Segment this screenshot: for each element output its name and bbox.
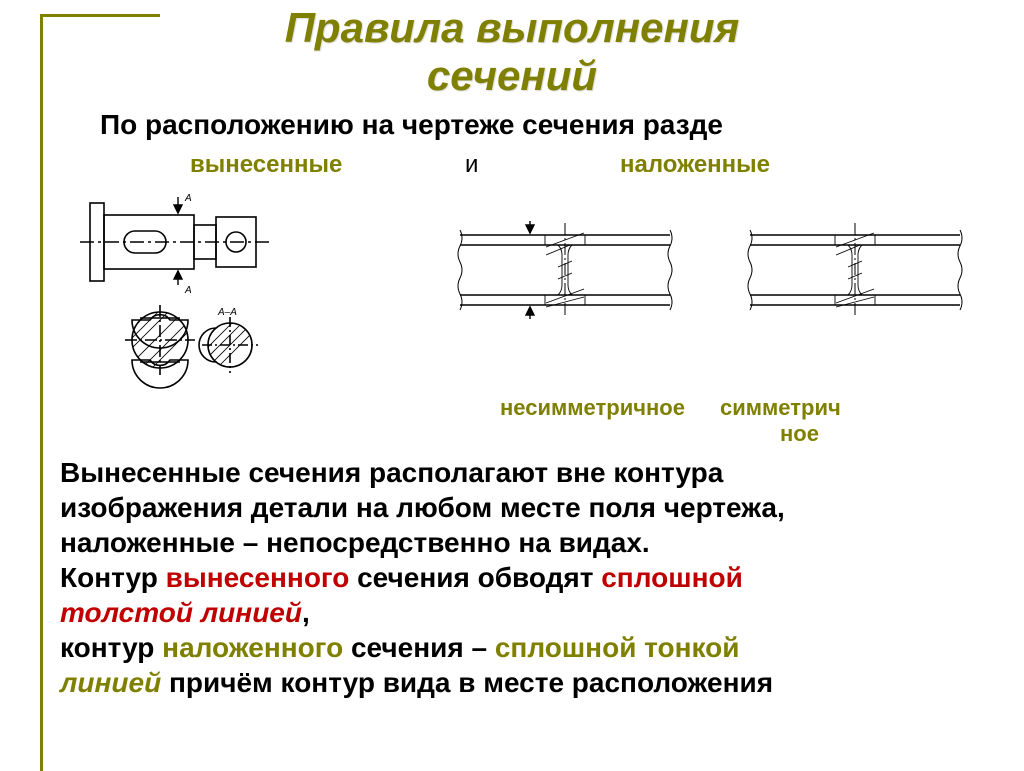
p2e: толстой линией — [60, 597, 302, 628]
p2b: вынесенного — [166, 562, 350, 593]
title-line1: Правила выполнения — [285, 4, 740, 51]
p3e: линией — [60, 667, 161, 698]
svg-text:А–А: А–А — [217, 307, 237, 318]
label-asym: несимметричное — [500, 395, 685, 421]
p1b: изображения детали на любом месте поля ч… — [60, 492, 785, 523]
figures-row: А А — [0, 185, 1024, 395]
figure-sym-section — [740, 215, 970, 325]
p3d: сплошной тонкой — [495, 632, 740, 663]
p2c: сечения обводят — [349, 562, 601, 593]
label-vynesennye: вынесенные — [190, 151, 342, 179]
p2f: , — [302, 597, 310, 628]
frame-top — [40, 14, 160, 17]
p1c: наложенные – непосредственно на видах. — [60, 527, 650, 558]
p2a: Контур — [60, 562, 166, 593]
svg-text:А: А — [184, 285, 192, 296]
sub-labels: несимметричное симметрич ное — [0, 395, 1024, 455]
label-nalozhennye: наложенные — [620, 151, 770, 179]
figure-asym-section — [450, 215, 680, 325]
p3c: сечения – — [343, 632, 495, 663]
p3f: причём контур вида в месте расположения — [161, 667, 773, 698]
title-line2: сечений — [427, 52, 597, 99]
category-labels: вынесенные и наложенные — [0, 151, 1024, 181]
label-and: и — [465, 151, 478, 179]
p3a: контур — [60, 632, 162, 663]
figure-removed-section: А А — [70, 185, 330, 395]
label-sym1: симметрич — [720, 395, 841, 421]
p2d: сплошной — [601, 562, 743, 593]
paragraph: Вынесенные сечения располагают вне конту… — [60, 455, 994, 700]
subtitle: По расположению на чертеже сечения разде — [100, 109, 1024, 141]
label-sym2: ное — [780, 421, 819, 447]
p3b: наложенного — [162, 632, 343, 663]
p1a: Вынесенные сечения располагают вне конту… — [60, 457, 723, 488]
svg-text:А: А — [184, 193, 192, 204]
slide-title: Правила выполнения сечений — [0, 4, 1024, 101]
